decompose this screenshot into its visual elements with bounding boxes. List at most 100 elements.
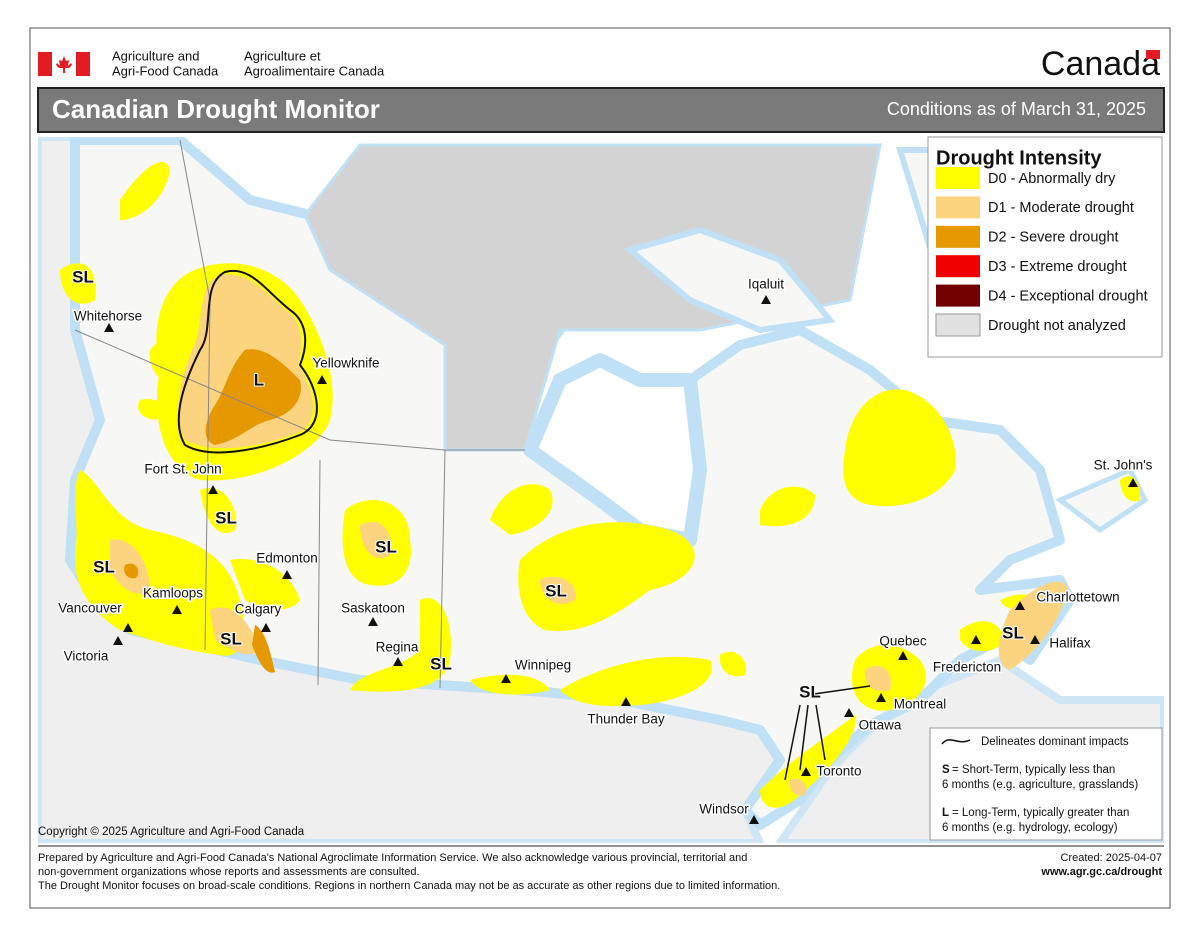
notes-box	[929, 727, 1163, 841]
city-label: Iqaluit	[748, 277, 784, 292]
city-marker	[282, 570, 292, 579]
city-label: Regina	[376, 640, 419, 655]
legend-label: Drought not analyzed	[988, 318, 1126, 334]
city-label: St. John's	[1094, 458, 1153, 473]
city-label: Kamloops	[143, 586, 203, 601]
city-marker	[844, 708, 854, 717]
drought-area	[789, 581, 1068, 796]
city-label: Fort St. John	[144, 462, 221, 477]
notes-line-symbol	[941, 739, 971, 745]
city-label: Quebec	[879, 634, 927, 649]
agency-fr: Agriculture et	[244, 48, 321, 63]
city-marker	[1030, 635, 1040, 644]
legend-swatch	[936, 196, 980, 219]
borders	[74, 139, 525, 689]
city-label: Edmonton	[256, 551, 318, 566]
impact-label: SL	[220, 629, 242, 648]
notes-text: = Long-Term, typically greater than	[952, 807, 1129, 819]
legend-swatch	[936, 167, 980, 189]
notes-text: = Short-Term, typically less than	[952, 764, 1115, 776]
legend-label: D4 - Exceptional drought	[988, 288, 1148, 304]
legend-swatch	[935, 313, 981, 337]
city-marker	[1128, 478, 1138, 487]
conditions-date: Conditions as of March 31, 2025	[887, 99, 1146, 119]
city-label: Yellowknife	[312, 356, 379, 371]
city-label: Halifax	[1049, 636, 1091, 651]
city-marker	[393, 657, 403, 666]
url: www.agr.gc.ca/drought	[1040, 866, 1162, 878]
wordmark: Canada	[1041, 45, 1160, 83]
city-label: Montreal	[894, 697, 947, 712]
notes-line: Delineates dominant impacts	[981, 736, 1129, 748]
city-marker	[898, 651, 908, 660]
cities: Whitehorse Yellowknife Iqaluit Fort St. Joh…	[57, 275, 1154, 824]
city-label: Toronto	[816, 764, 861, 779]
legend-title: Drought Intensity	[936, 147, 1102, 169]
city-marker	[113, 636, 123, 645]
city-marker	[317, 375, 327, 384]
city-marker	[368, 617, 378, 626]
legend-label: D3 - Extreme drought	[988, 259, 1127, 275]
city-marker	[123, 623, 133, 632]
city-marker	[208, 485, 218, 494]
drought-area	[60, 161, 176, 420]
drought-area	[110, 521, 576, 655]
impact-label: SL	[215, 508, 237, 527]
impact-label: SL	[430, 654, 452, 673]
impact-label: L	[254, 370, 264, 389]
impact-labels: SL L SL SL SL SL SL SL SL SL	[71, 266, 1025, 702]
impact-line	[177, 269, 318, 454]
city-label: Ottawa	[859, 718, 902, 733]
city-label: Windsor	[699, 802, 749, 817]
title-bar	[37, 87, 1165, 133]
hudson-bay	[523, 353, 707, 547]
drought-area	[350, 598, 550, 695]
drought-area	[200, 488, 300, 610]
legend-items: D0 - Abnormally dry D1 - Moderate drought…	[935, 167, 1148, 337]
legend-swatch	[936, 255, 980, 278]
city-label: Charlottetown	[1036, 590, 1119, 605]
legend-label: D0 - Abnormally dry	[988, 171, 1116, 187]
flag	[38, 52, 90, 76]
footer-text: non-government organizations whose repor…	[38, 866, 420, 878]
city-marker	[761, 295, 771, 304]
notes-key: S	[942, 764, 950, 776]
city-label: Vancouver	[58, 601, 122, 616]
agency-en: Agri-Food Canada	[112, 63, 219, 78]
legend-label: D2 - Severe drought	[988, 230, 1119, 246]
city-marker	[621, 697, 631, 706]
city-label: Winnipeg	[515, 658, 571, 673]
city-marker	[1015, 601, 1025, 610]
drought-area	[205, 349, 301, 445]
city-marker	[749, 815, 759, 824]
city-label: Thunder Bay	[587, 712, 665, 727]
city-marker	[501, 674, 511, 683]
city-marker	[971, 635, 981, 644]
impact-label: SL	[72, 267, 94, 286]
city-marker	[801, 767, 811, 776]
drought-area	[760, 486, 815, 527]
impact-label: SL	[1002, 623, 1024, 642]
drought-area	[560, 651, 746, 707]
city-marker	[876, 693, 886, 702]
footer-text: The Drought Monitor focuses on broad-sca…	[38, 880, 780, 892]
impact-label: SL	[799, 682, 821, 701]
legend-swatch	[936, 225, 980, 248]
city-marker	[172, 605, 182, 614]
city-marker	[261, 623, 271, 632]
drought-area	[843, 389, 956, 507]
drought-areas	[60, 161, 1141, 808]
city-label: Whitehorse	[74, 309, 142, 324]
title: Canadian Drought Monitor	[52, 94, 380, 124]
impact-label: SL	[93, 557, 115, 576]
city-label: Victoria	[64, 649, 109, 664]
notes-text: 6 months (e.g. hydrology, ecology)	[942, 822, 1118, 834]
created-date: Created: 2025-04-07	[1060, 852, 1162, 864]
notes-text: 6 months (e.g. agriculture, grasslands)	[942, 779, 1138, 791]
drought-area	[124, 563, 275, 673]
drought-area	[490, 484, 695, 631]
drought-area	[75, 470, 244, 656]
agency-fr: Agroalimentaire Canada	[244, 63, 385, 78]
impact-leader	[784, 685, 871, 781]
